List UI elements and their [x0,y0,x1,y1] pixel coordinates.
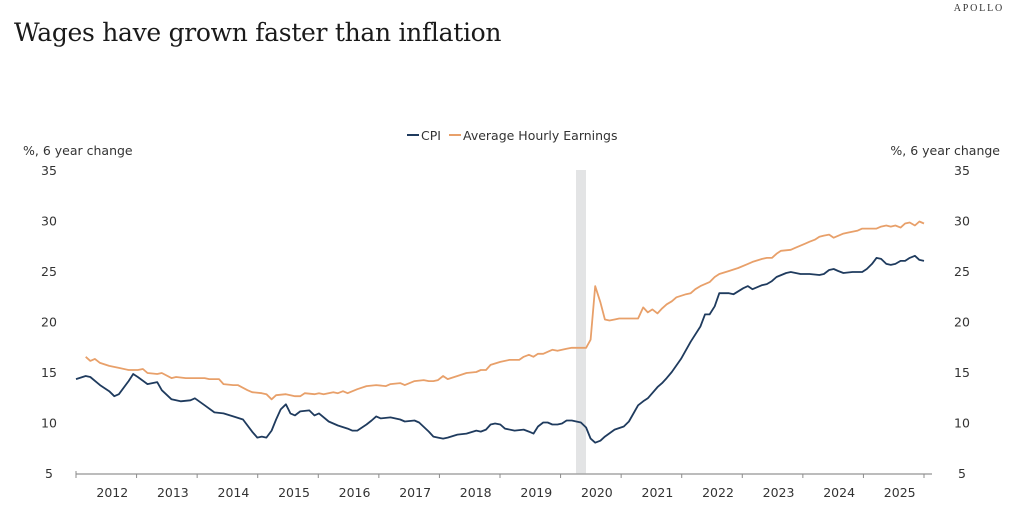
right-axis-title: %, 6 year change [890,143,1000,158]
x-tick-label: 2022 [702,485,734,500]
y-tick-label-left: 15 [41,365,57,380]
y-tick-label-left: 25 [41,264,57,279]
y-tick-label-left: 30 [41,214,57,229]
line-layer [75,220,925,444]
y-tick-label-right: 30 [954,214,970,229]
x-tick-label: 2021 [642,485,674,500]
x-tick-label: 2018 [460,485,492,500]
legend: CPI Average Hourly Earnings [407,128,618,143]
brand-logo: APOLLO [953,3,1004,14]
x-tick-label: 2015 [278,485,310,500]
x-tick-label: 2025 [884,485,916,500]
x-tick-label: 2012 [96,485,128,500]
x-tick-label: 2017 [399,485,431,500]
x-tick-label: 2023 [763,485,795,500]
left-axis-title: %, 6 year change [23,143,133,158]
legend-label-cpi: CPI [421,128,441,143]
x-tick-label: 2016 [339,485,371,500]
x-tick-label: 2014 [218,485,250,500]
y-tick-label-left: 35 [41,163,57,178]
y-tick-label-left: 20 [41,315,57,330]
y-tick-label-right: 35 [954,163,970,178]
y-tick-label-right: 10 [954,416,970,431]
y-tick-label-left: 10 [41,416,57,431]
chart-title: Wages have grown faster than inflation [14,18,502,47]
y-tick-label-right: 5 [958,466,966,481]
y-tick-label-right: 15 [954,365,970,380]
series-line-cpi [75,254,925,444]
shade-layer [576,170,586,474]
x-tick-label: 2024 [823,485,855,500]
series-line-average-hourly-earnings [85,220,925,401]
y-tick-label-right: 20 [954,315,970,330]
legend-label-earnings: Average Hourly Earnings [463,128,618,143]
x-tick-label: 2020 [581,485,613,500]
x-tick-label: 2019 [520,485,552,500]
y-tick-label-right: 25 [954,264,970,279]
axis-layer: 2012 2013 2014 2015 2016 2017 2018 2019 2020 2021… [41,163,970,500]
x-tick-label: 2013 [157,485,189,500]
y-tick-label-left: 5 [45,466,53,481]
recession-shade [576,170,586,474]
